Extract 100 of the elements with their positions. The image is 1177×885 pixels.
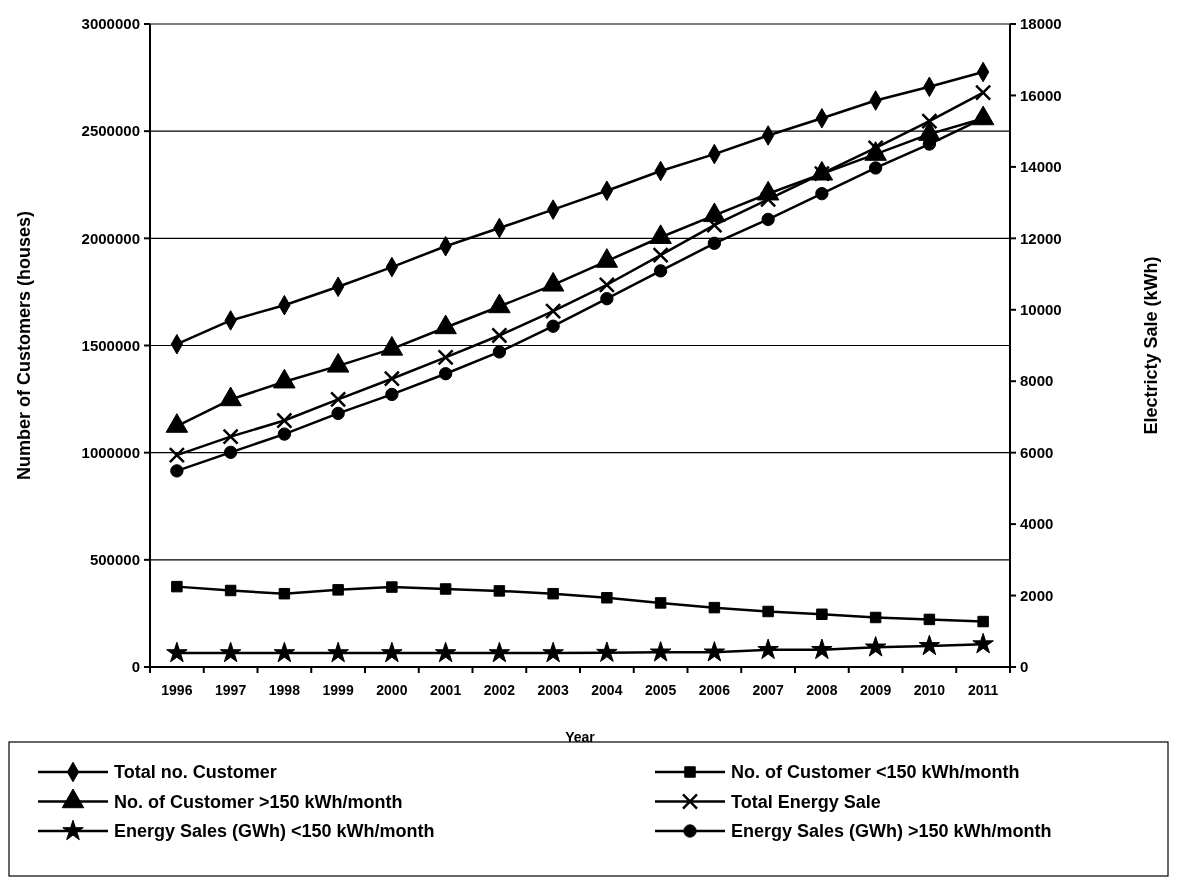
point [923,613,936,626]
point [977,615,989,628]
y2-tick-label: 6000 [1020,443,1054,461]
y-tick-label: 1500000 [81,336,140,354]
point [434,641,457,663]
point [757,638,779,660]
point [383,370,401,387]
x-tick-label: 2002 [483,682,516,698]
point [707,236,722,250]
point [223,445,238,459]
x-tick-label: 2004 [591,682,623,698]
point [493,585,506,597]
point [168,446,186,464]
point [438,367,453,381]
point [170,464,184,478]
y2-tick-label: 16000 [1020,86,1062,104]
x-tick-label: 2011 [967,682,999,698]
legend-label: No. of Customer >150 kWh/month [114,791,403,812]
y-tick-label: 500000 [89,551,140,569]
point [816,608,828,621]
point [974,84,992,101]
point [327,641,349,663]
legend-label: Total Energy Sale [731,791,881,812]
x-tick-label: 1999 [322,682,354,698]
point [761,212,775,227]
point [972,632,994,654]
point [598,276,616,294]
point [600,292,614,306]
x-tick-label: 2001 [430,682,462,698]
point [864,636,887,657]
point [596,641,618,662]
point [491,327,508,344]
y2-tick-label: 2000 [1020,586,1054,604]
point [329,391,347,408]
point [222,428,239,445]
point [921,112,938,130]
x-tick-label: 2003 [537,682,569,698]
y-tick-label: 2000000 [81,229,140,247]
y2-tick-label: 8000 [1020,372,1054,390]
point [649,641,672,662]
point [385,387,399,402]
point [708,601,721,614]
point [273,641,296,663]
legend-label: Energy Sales (GWh) >150 kWh/month [731,821,1052,842]
y-tick-label: 0 [131,658,140,676]
point [224,584,237,597]
point [601,592,613,604]
point [868,161,883,175]
x-tick-label: 1998 [268,682,301,698]
y-axis-title: Number of Customers (houses) [14,210,34,481]
point [762,605,774,618]
point [386,581,398,593]
x-tick-label: 2007 [752,682,784,698]
y2-tick-label: 14000 [1020,158,1062,176]
point [703,641,726,662]
point [546,319,560,333]
legend-label: Total no. Customer [114,762,277,783]
point [381,641,403,663]
point [869,611,882,624]
y-tick-label: 1000000 [81,443,140,461]
point [277,427,292,441]
legend-label: Energy Sales (GWh) <150 kWh/month [114,821,435,842]
point [278,587,291,600]
y-tick-label: 2500000 [81,122,140,140]
point [813,165,831,182]
point [654,597,667,609]
x-tick-label: 2000 [376,682,408,698]
y2-tick-label: 0 [1020,658,1029,676]
point [544,302,562,320]
point [652,246,669,264]
x-tick-label: 2009 [860,682,892,698]
y2-tick-label: 10000 [1020,301,1062,319]
x-tick-label: 2010 [913,682,946,698]
point [437,349,454,366]
point [171,580,183,593]
y-tick-label: 3000000 [81,15,140,33]
x-axis-title: Year [565,729,596,745]
y2-axis-title: Electricty Sale (kWh) [1141,256,1161,435]
point [815,187,829,201]
point [918,634,941,656]
point [811,638,833,660]
point [331,406,345,421]
x-tick-label: 1997 [215,682,247,698]
point [439,583,452,595]
x-tick-label: 2005 [645,682,677,698]
x-tick-label: 1996 [161,682,193,698]
point [547,587,559,600]
point [276,412,293,429]
point [332,584,344,596]
x-tick-label: 2008 [806,682,838,698]
point [653,264,668,278]
point [219,641,242,663]
y2-tick-label: 12000 [1020,229,1062,247]
point [542,641,564,663]
x-tick-label: 2006 [698,682,731,698]
point [492,345,507,359]
point [166,641,188,663]
y2-tick-label: 18000 [1020,15,1062,33]
legend-label: No. of Customer <150 kWh/month [731,762,1020,783]
point [488,641,511,663]
